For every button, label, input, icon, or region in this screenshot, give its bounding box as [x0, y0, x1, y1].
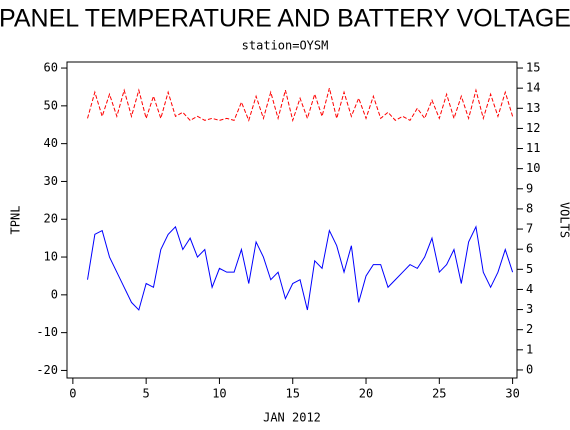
series-line — [87, 225, 514, 311]
plot-frame — [66, 61, 518, 379]
y2-tick-label: 14 — [526, 81, 540, 95]
x-tick-label: 5 — [143, 387, 150, 401]
y2-tick-label: 1 — [526, 342, 533, 356]
chart-subtitle: station=OYSM — [242, 39, 329, 53]
y2-tick-label: 9 — [526, 181, 533, 195]
x-tick-label: 30 — [505, 387, 519, 401]
y2-tick-label: 12 — [526, 121, 540, 135]
y-tick-label: 10 — [44, 250, 58, 264]
y-tick-label: 60 — [44, 61, 58, 75]
y2-tick-label: 11 — [526, 141, 540, 155]
y2-tick-label: 6 — [526, 242, 533, 256]
x-axis-label: JAN 2012 — [263, 411, 321, 425]
y2-axis-label: VOLTS — [558, 202, 570, 238]
y2-tick-label: 5 — [526, 262, 533, 276]
y-tick-label: 50 — [44, 98, 58, 112]
y-tick-label: 40 — [44, 136, 58, 150]
y-tick-label: 20 — [44, 212, 58, 226]
x-tick-label: 15 — [286, 387, 300, 401]
x-tick-label: 0 — [69, 387, 76, 401]
chart-title: PANEL TEMPERATURE AND BATTERY VOLTAGE — [0, 5, 570, 33]
y2-tick-label: 15 — [526, 61, 540, 75]
y2-tick-label: 4 — [526, 282, 533, 296]
y2-tick-label: 7 — [526, 222, 533, 236]
y-tick-label: 0 — [51, 287, 58, 301]
y-axis-label: TPNL — [9, 206, 23, 235]
y2-tick-label: 0 — [526, 362, 533, 376]
y-tick-label: -20 — [36, 363, 58, 377]
y2-tick-label: 2 — [526, 322, 533, 336]
y2-tick-label: 3 — [526, 302, 533, 316]
y2-tick-label: 10 — [526, 161, 540, 175]
y2-tick-label: 13 — [526, 101, 540, 115]
series-line — [87, 88, 514, 123]
y-tick-label: 30 — [44, 174, 58, 188]
x-tick-label: 25 — [432, 387, 446, 401]
y-tick-label: -10 — [36, 325, 58, 339]
y2-tick-label: 8 — [526, 201, 533, 215]
x-tick-label: 10 — [212, 387, 226, 401]
x-tick-label: 20 — [359, 387, 373, 401]
